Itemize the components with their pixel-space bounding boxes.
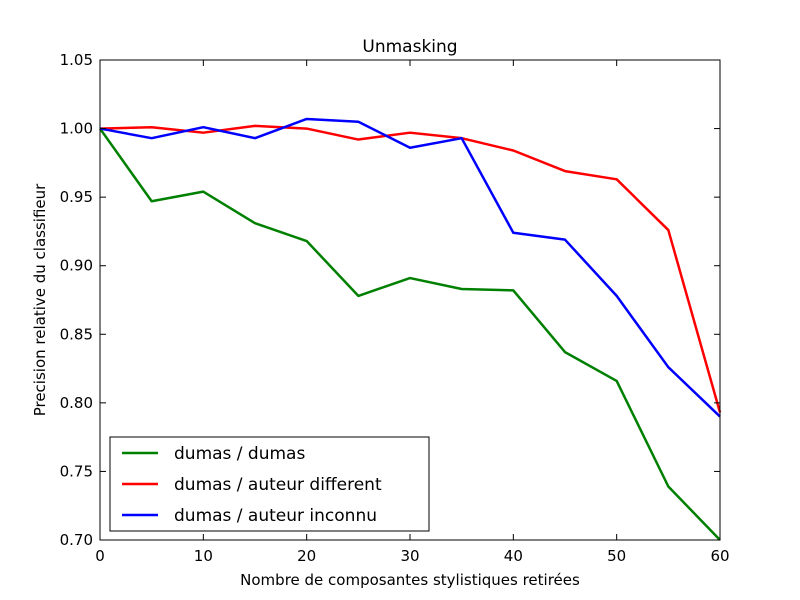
y-tick-label: 0.95 [60,188,93,206]
x-axis-label: Nombre de composantes stylistiques retir… [240,571,580,589]
x-tick-label: 20 [297,547,316,565]
y-tick-label: 1.00 [60,120,93,138]
axis-ticks: 0 10 20 30 40 50 60 0.70 0.75 0.80 0.85 0.90 0.95 1.0… [60,51,730,565]
legend-label-3: dumas / auteur inconnu [174,506,377,526]
legend-box [109,436,430,532]
chart-title: Unmasking [362,37,457,57]
legend: dumas / dumas dumas / auteur different dum… [109,436,430,532]
legend-label-2: dumas / auteur different [174,475,382,495]
legend-label-1: dumas / dumas [174,444,305,464]
x-tick-label: 30 [400,547,419,565]
y-tick-label: 0.70 [60,531,93,549]
x-tick-label: 50 [607,547,626,565]
y-tick-label: 1.05 [60,51,93,69]
y-tick-label: 0.90 [60,257,93,275]
x-tick-label: 0 [95,547,105,565]
x-tick-label: 40 [504,547,523,565]
y-tick-label: 0.75 [60,462,93,480]
y-axis-label: Precision relative du classifieur [31,183,49,416]
series-line-3 [99,117,721,418]
series-line-2 [99,124,722,413]
y-tick-label: 0.85 [60,325,93,343]
y-tick-label: 0.80 [60,394,93,412]
x-tick-label: 10 [194,547,213,565]
plot-area [98,59,722,541]
series-line-1 [98,127,721,541]
x-tick-label: 60 [710,547,729,565]
